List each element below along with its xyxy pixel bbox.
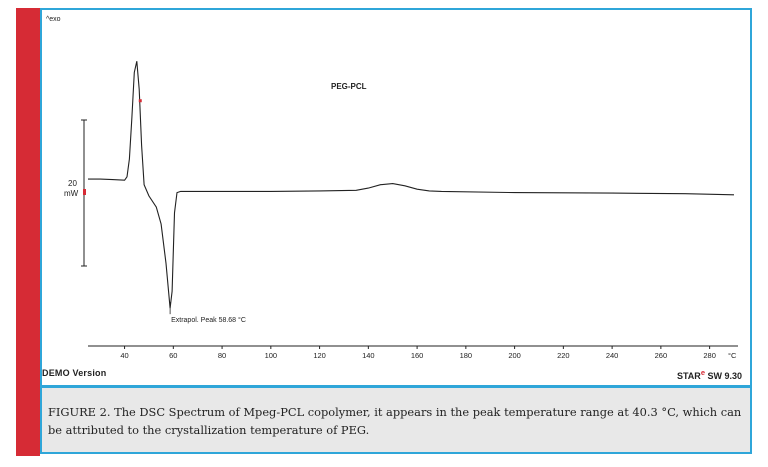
software-name-mark: e: [700, 368, 705, 377]
caption-divider: [40, 385, 752, 388]
scale-bar-unit: mW: [64, 189, 79, 198]
exo-peak-marker: [138, 99, 142, 103]
x-tick-label: 240: [606, 351, 619, 360]
dsc-plot-window: ^exo PEG-PCL 20 mW 40 60 80 100 120 140 160 180…: [42, 10, 750, 386]
x-axis: 40 60 80 100 120 140 160 180 200 220 240 260 280 °C: [88, 345, 738, 360]
caption-box: FIGURE 2. The DSC Spectrum of Mpeg-PCL c…: [42, 388, 750, 452]
demo-version-label: DEMO Version: [42, 368, 107, 378]
series-line: [88, 61, 735, 309]
x-tick-label: 40: [120, 351, 128, 360]
x-tick-label: 220: [557, 351, 570, 360]
exo-label: ^exo: [46, 16, 61, 23]
x-tick-label: 100: [265, 351, 278, 360]
x-tick-label: 160: [411, 351, 424, 360]
dsc-chart: ^exo PEG-PCL 20 mW 40 60 80 100 120 140 160 180…: [46, 16, 738, 360]
x-tick-label: 60: [169, 351, 177, 360]
x-tick-label: 260: [655, 351, 668, 360]
x-tick-label: 200: [508, 351, 521, 360]
baseline-start-marker: [83, 189, 86, 195]
x-tick-label: 80: [218, 351, 226, 360]
software-name: STAR: [676, 371, 701, 381]
scale-bar-value: 20: [68, 179, 77, 188]
x-tick-label: 180: [460, 351, 473, 360]
x-tick-label: 140: [362, 351, 375, 360]
software-version: SW 9.30: [704, 371, 742, 381]
x-tick-label: 120: [313, 351, 326, 360]
extrapolated-peak-annotation: Extrapol. Peak 58.68 °C: [171, 316, 246, 324]
x-axis-unit: °C: [728, 351, 737, 360]
figure-caption: FIGURE 2. The DSC Spectrum of Mpeg-PCL c…: [48, 405, 742, 437]
x-tick-label: 280: [703, 351, 716, 360]
software-info-strip: DEMO Version STARe SW 9.30: [42, 366, 750, 384]
accent-red-bar: [16, 8, 40, 456]
software-version-label: STARe SW 9.30: [677, 368, 742, 381]
chart-title: PEG-PCL: [331, 82, 367, 91]
